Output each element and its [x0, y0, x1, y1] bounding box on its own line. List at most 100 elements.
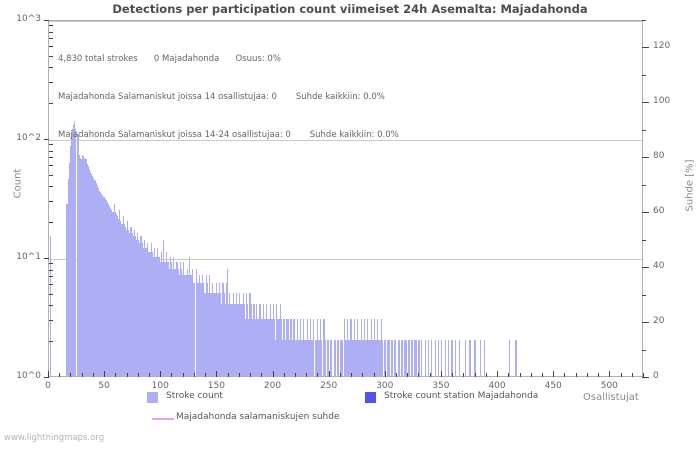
tick-mark: [317, 373, 319, 377]
bar: [351, 340, 353, 376]
bar: [178, 275, 180, 376]
bar: [220, 292, 222, 376]
y2-axis-label: Suhde [%]: [684, 159, 696, 212]
tick-label: 100: [653, 96, 671, 107]
tick-mark: [49, 201, 53, 203]
tick-mark: [339, 373, 341, 377]
tick-mark: [586, 373, 588, 377]
tick-mark: [598, 373, 600, 377]
bar: [318, 340, 321, 376]
stroke-count-bars: [49, 21, 642, 376]
tick-mark: [44, 258, 49, 259]
legend-line-swatch: [152, 418, 174, 420]
bar: [201, 283, 203, 376]
bar: [348, 340, 350, 376]
tick-mark: [642, 129, 646, 131]
bar: [295, 340, 297, 376]
bar: [69, 146, 71, 376]
bar: [347, 319, 349, 376]
bar: [368, 340, 370, 376]
tick-mark: [519, 373, 521, 377]
bar: [206, 283, 208, 376]
tick-mark: [609, 371, 611, 377]
bar: [296, 319, 298, 376]
tick-mark: [351, 373, 353, 377]
bar: [326, 340, 328, 376]
bar: [170, 262, 172, 376]
bar: [327, 340, 330, 376]
bar: [226, 268, 229, 376]
bar: [331, 340, 333, 376]
bar: [417, 340, 419, 376]
tick-mark: [49, 157, 53, 159]
bar: [341, 340, 343, 376]
tick-mark: [294, 373, 296, 377]
bar: [260, 319, 262, 376]
bar: [358, 340, 360, 376]
bar: [299, 319, 302, 376]
bar: [119, 209, 121, 376]
bar: [372, 340, 374, 376]
bar: [197, 283, 199, 376]
tick-mark: [564, 373, 566, 377]
bar: [144, 247, 147, 376]
tick-mark: [620, 373, 622, 377]
bar: [130, 226, 132, 376]
tick-mark: [642, 267, 649, 269]
bar: [371, 340, 373, 376]
tick-mark: [642, 294, 646, 296]
bar: [215, 283, 217, 376]
bar: [310, 319, 312, 376]
bar: [143, 239, 145, 376]
bar: [338, 340, 340, 376]
bar: [187, 275, 189, 376]
bar: [349, 340, 351, 376]
tick-mark: [44, 20, 49, 21]
bar: [207, 292, 209, 376]
bar: [70, 135, 72, 376]
tick-mark: [49, 284, 53, 286]
bar: [173, 257, 175, 376]
tick-mark: [149, 373, 151, 377]
tick-label: 10^1: [16, 252, 41, 262]
bar: [219, 283, 221, 376]
y-axis-label: Count: [12, 168, 24, 199]
bar: [155, 257, 157, 376]
bar: [149, 252, 151, 376]
bar: [274, 319, 276, 376]
bar: [323, 319, 325, 376]
bar: [405, 340, 407, 376]
bar: [242, 292, 244, 376]
bar: [180, 268, 183, 376]
bar: [96, 185, 98, 376]
bar: [228, 304, 230, 376]
bar: [87, 166, 89, 376]
bar: [238, 304, 240, 376]
tick-mark: [407, 373, 409, 377]
tick-label: 10^2: [16, 133, 41, 143]
bar: [363, 319, 365, 376]
bar: [314, 340, 316, 376]
tick-mark: [59, 373, 61, 377]
bar: [281, 340, 284, 376]
bar: [75, 129, 77, 376]
bar: [379, 340, 381, 376]
bar: [97, 188, 99, 376]
bar: [192, 268, 194, 376]
bar: [129, 232, 131, 376]
tick-mark: [49, 46, 53, 48]
tick-mark: [137, 373, 139, 377]
tick-mark: [575, 373, 577, 377]
legend-swatch: [147, 392, 158, 403]
legend: Stroke count Stroke count station Majadah…: [0, 390, 700, 430]
bar: [398, 340, 400, 376]
bar: [345, 340, 348, 376]
bar: [132, 236, 134, 376]
tick-mark: [642, 102, 649, 104]
tick-mark: [642, 74, 646, 76]
bar: [437, 340, 440, 376]
tick-mark: [306, 373, 308, 377]
bar: [294, 319, 296, 376]
bar: [344, 340, 346, 376]
tick-mark: [485, 373, 487, 377]
